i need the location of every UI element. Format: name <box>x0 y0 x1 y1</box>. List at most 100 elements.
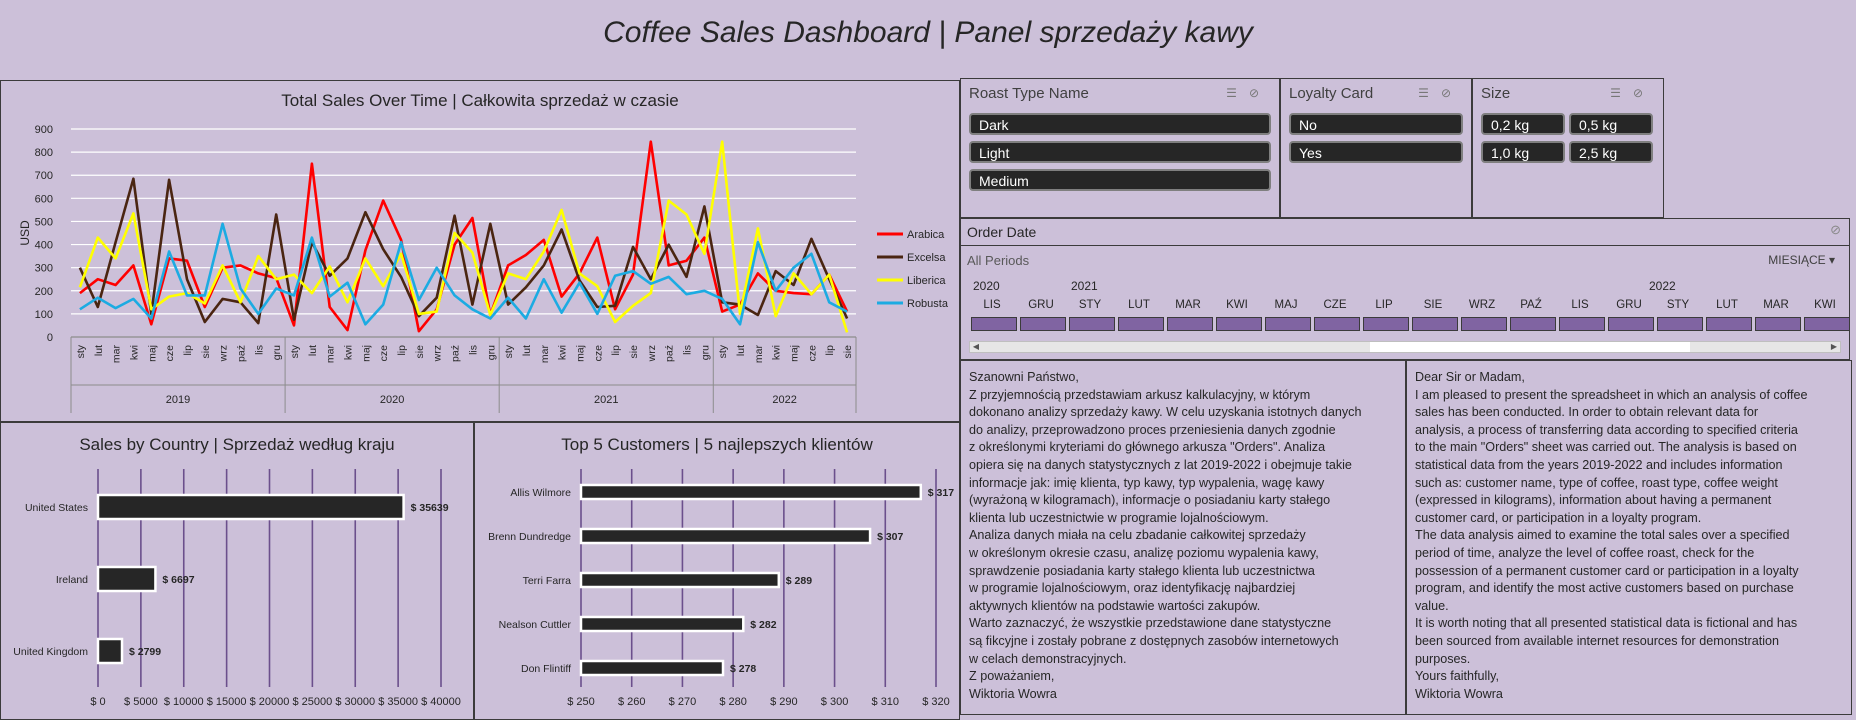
timeline-month-tile[interactable] <box>1118 317 1164 331</box>
data-label: $ 35639 <box>411 502 449 514</box>
top-customers-panel[interactable]: Top 5 Customers | 5 najlepszych klientów… <box>474 422 960 720</box>
roast-type-slicer[interactable]: Roast Type Name ☰⊘ Dark Light Medium <box>960 78 1280 218</box>
letter-line: informacje jak: imię klienta, typ kawy, … <box>969 475 1325 490</box>
order-date-timeline[interactable]: Order Date ⊘ All Periods MIESIĄCE ▾ 2020… <box>960 218 1850 360</box>
letter-line: sprawdzenie posiadania karty stałego kli… <box>969 563 1315 578</box>
customers-chart-title: Top 5 Customers | 5 najlepszych klientów <box>561 435 873 454</box>
loyalty-card-slicer[interactable]: Loyalty Card ☰⊘ No Yes <box>1280 78 1472 218</box>
timeline-month-tile[interactable] <box>1461 317 1507 331</box>
timeline-period-selector[interactable]: MIESIĄCE ▾ <box>1768 253 1835 267</box>
x-tick-label: mar <box>325 345 337 364</box>
timeline-month-label: LIS <box>983 299 1001 311</box>
x-tick-label: sty <box>289 344 301 358</box>
y-tick-label: 400 <box>35 240 53 252</box>
x-tick-label: lip <box>396 345 408 356</box>
timeline-month-tile[interactable] <box>1657 317 1703 331</box>
loyalty-option-yes[interactable]: Yes <box>1289 141 1463 163</box>
clear-filter-icon[interactable]: ⊘ <box>1632 86 1655 100</box>
sales-by-country-panel[interactable]: Sales by Country | Sprzedaż według kraju… <box>0 422 474 720</box>
x-tick-label: mar <box>753 345 765 364</box>
timeline-month-tile[interactable] <box>1314 317 1360 331</box>
roast-option-medium[interactable]: Medium <box>969 169 1271 191</box>
timeline-month-label: PAŹ <box>1520 299 1542 311</box>
size-option-1-0kg[interactable]: 1,0 kg <box>1481 141 1565 163</box>
x-tick-label: gru <box>485 345 497 360</box>
loyalty-slicer-title: Loyalty Card <box>1289 85 1374 102</box>
letter-line: Z poważaniem, <box>969 669 1055 684</box>
size-option-2-5kg[interactable]: 2,5 kg <box>1569 141 1653 163</box>
letter-line: statistical data from the years 2019-202… <box>1415 457 1783 472</box>
timeline-month-tile[interactable] <box>1559 317 1605 331</box>
multi-select-icon[interactable]: ☰ <box>1610 86 1633 100</box>
category-label: Nealson Cuttler <box>499 619 572 631</box>
letter-line: z określonymi kryteriami do głównego ark… <box>969 440 1326 455</box>
timeline-month-label: KWI <box>1814 299 1836 311</box>
x-tick-label: gru <box>699 345 711 360</box>
clear-filter-icon[interactable]: ⊘ <box>1440 86 1463 100</box>
timeline-month-label: CZE <box>1323 299 1347 311</box>
timeline-month-tile[interactable] <box>1265 317 1311 331</box>
x-tick-label: sie <box>842 345 854 359</box>
timeline-month-tile[interactable] <box>1167 317 1213 331</box>
letter-line: (wyrażoną w kilogramach), informacje o p… <box>969 493 1331 508</box>
timeline-selection-label: All Periods <box>967 253 1030 268</box>
clear-filter-icon[interactable]: ⊘ <box>1248 86 1271 100</box>
size-option-0-5kg[interactable]: 0,5 kg <box>1569 113 1653 135</box>
letter-line: do analizy, przeprowadzono proces przeni… <box>969 422 1336 437</box>
size-slicer[interactable]: Size ☰⊘ 0,2 kg 0,5 kg 1,0 kg 2,5 kg <box>1472 78 1664 218</box>
roast-option-light[interactable]: Light <box>969 141 1271 163</box>
timeline-month-tile[interactable] <box>1706 317 1752 331</box>
data-label: $ 307 <box>877 531 903 543</box>
timeline-month-tile[interactable] <box>1363 317 1409 331</box>
y-tick-label: 500 <box>35 216 53 228</box>
x-tick-label: maj <box>789 345 801 362</box>
series-line-arabica <box>79 140 849 333</box>
letter-line: Dear Sir or Madam, <box>1415 370 1525 384</box>
series-line-robusta <box>79 222 848 326</box>
bar <box>579 659 725 677</box>
x-tick-label: sie <box>628 345 640 359</box>
timeline-month-tile[interactable] <box>1804 317 1850 331</box>
letter-line: są fikcyjne i zostały pobrane z dostępny… <box>969 633 1339 648</box>
x-tick-label: paź <box>235 345 247 362</box>
timeline-month-label: MAR <box>1175 299 1201 311</box>
y-tick-label: 200 <box>35 286 53 298</box>
timeline-month-tile[interactable] <box>1412 317 1458 331</box>
x-tick-label: $ 260 <box>618 696 646 708</box>
multi-select-icon[interactable]: ☰ <box>1226 86 1249 100</box>
year-label: 2022 <box>772 394 796 406</box>
timeline-month-tile[interactable] <box>971 317 1017 331</box>
category-label: United States <box>25 502 88 514</box>
clear-filter-icon[interactable]: ⊘ <box>1830 222 1841 237</box>
x-tick-label: kwi <box>128 345 140 360</box>
scrollbar-thumb[interactable] <box>1370 342 1690 352</box>
scroll-left-icon[interactable]: ◀ <box>972 342 980 351</box>
multi-select-icon[interactable]: ☰ <box>1418 86 1441 100</box>
loyalty-option-no[interactable]: No <box>1289 113 1463 135</box>
letter-line: Wiktoria Wowra <box>1415 686 1503 701</box>
timeline-month-tile[interactable] <box>1020 317 1066 331</box>
x-tick-label: lis <box>467 345 479 355</box>
y-tick-label: 900 <box>35 124 53 136</box>
timeline-month-tile[interactable] <box>1510 317 1556 331</box>
category-label: Terri Farra <box>523 575 572 587</box>
category-label: Don Flintiff <box>521 663 571 675</box>
legend-label: Arabica <box>907 229 945 241</box>
size-option-0-2kg[interactable]: 0,2 kg <box>1481 113 1565 135</box>
x-tick-label: kwi <box>771 345 783 360</box>
series-line-liberica <box>78 140 849 333</box>
x-tick-label: sty <box>503 344 515 358</box>
letter-line: to the main "Orders" sheet was carried o… <box>1415 440 1797 455</box>
bar <box>96 565 157 593</box>
x-tick-label: maj <box>146 345 158 362</box>
timeline-month-tile[interactable] <box>1069 317 1115 331</box>
x-tick-label: $ 15000 <box>207 696 247 708</box>
timeline-month-tile[interactable] <box>1755 317 1801 331</box>
roast-option-dark[interactable]: Dark <box>969 113 1271 135</box>
sales-over-time-panel[interactable]: Total Sales Over Time | Całkowita sprzed… <box>0 80 960 422</box>
timeline-month-tile[interactable] <box>1608 317 1654 331</box>
letter-line: It is worth noting that all presented st… <box>1415 616 1798 631</box>
scroll-right-icon[interactable]: ▶ <box>1830 342 1838 351</box>
timeline-month-tile[interactable] <box>1216 317 1262 331</box>
timeline-scrollbar[interactable]: ◀ ▶ <box>969 341 1841 353</box>
